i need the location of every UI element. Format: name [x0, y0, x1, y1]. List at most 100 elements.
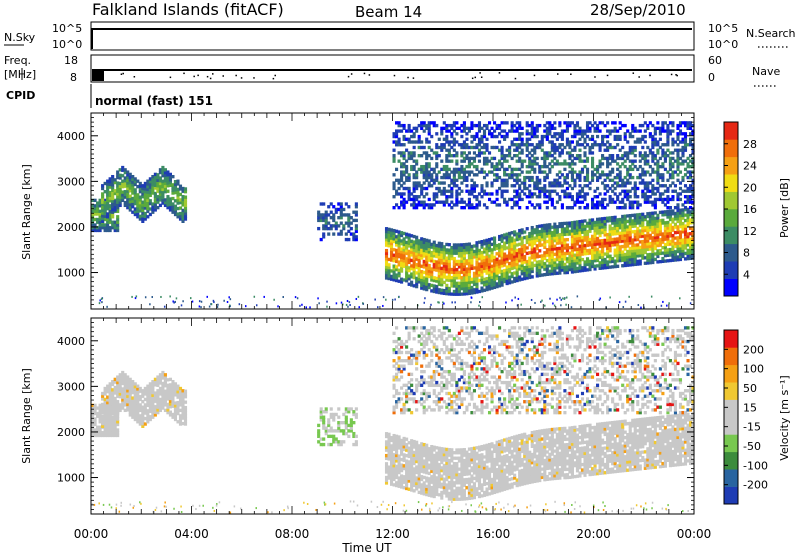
- power-cell: [352, 237, 356, 242]
- power-cell: [462, 156, 466, 161]
- power-cell: [653, 137, 657, 141]
- power-cell: [450, 270, 454, 274]
- power-cell: [445, 264, 449, 269]
- velocity-cell: [113, 433, 117, 438]
- power-cell: [528, 200, 532, 204]
- power-cell: [503, 277, 507, 281]
- power-cell: [550, 143, 554, 147]
- power-cell: [465, 189, 469, 193]
- power-cell: [641, 156, 645, 161]
- velocity-cell: [148, 409, 152, 413]
- power-cell: [392, 184, 396, 188]
- power-cell: [405, 279, 409, 283]
- power-cell: [171, 185, 175, 190]
- velocity-cell: [96, 431, 100, 435]
- power-cell: [636, 167, 640, 172]
- power-cell: [540, 170, 544, 174]
- power-cell: [548, 261, 552, 265]
- power-cell: [158, 170, 162, 175]
- power-cell: [498, 248, 502, 252]
- power-speckle: [374, 298, 376, 301]
- power-cell: [472, 195, 477, 199]
- power-cell: [661, 164, 665, 169]
- power-cell: [671, 140, 675, 144]
- velocity-cell: [93, 411, 97, 416]
- power-cell: [427, 263, 431, 268]
- power-cell: [455, 159, 459, 163]
- power-cell: [528, 175, 532, 180]
- power-cell: [588, 121, 592, 125]
- power-cell: [477, 200, 482, 204]
- power-cell: [498, 175, 502, 180]
- power-cell: [402, 261, 406, 266]
- power-cell: [465, 286, 469, 290]
- power-cell: [327, 221, 331, 225]
- power-cell: [111, 199, 115, 203]
- power-cell: [460, 265, 464, 269]
- power-cell: [653, 252, 657, 256]
- power-cell: [530, 121, 534, 125]
- power-cell: [673, 214, 678, 218]
- power-cell: [628, 233, 632, 237]
- power-cell: [500, 256, 504, 260]
- power-cell: [508, 151, 512, 155]
- power-cell: [440, 200, 444, 204]
- power-cell: [475, 265, 479, 270]
- power-speckle: [382, 296, 385, 299]
- power-cell: [402, 237, 406, 241]
- power-speckle: [160, 295, 162, 298]
- power-cell: [666, 140, 670, 144]
- power-cell: [636, 215, 640, 220]
- power-cell: [452, 259, 456, 264]
- power-cell: [626, 189, 630, 193]
- power-cell: [585, 205, 590, 210]
- power-cell: [648, 173, 652, 177]
- power-cell: [668, 156, 672, 161]
- power-cell: [686, 170, 690, 174]
- power-cell: [538, 178, 542, 182]
- power-cell: [460, 151, 464, 155]
- power-cell: [515, 235, 519, 239]
- power-cell: [462, 205, 466, 210]
- power-cell: [598, 222, 602, 227]
- velocity-cell: [113, 417, 117, 421]
- power-cell: [638, 123, 642, 128]
- power-cell: [580, 167, 585, 172]
- power-cell: [417, 252, 421, 257]
- power-cell: [545, 134, 549, 139]
- power-cell: [656, 221, 660, 226]
- power-cell: [608, 195, 612, 199]
- power-cell: [477, 129, 482, 133]
- power-speckle: [98, 302, 101, 305]
- power-cell: [656, 159, 660, 163]
- power-cell: [623, 214, 627, 218]
- power-cell: [420, 145, 424, 150]
- power-cell: [560, 221, 564, 226]
- power-cell: [339, 202, 343, 206]
- velocity-cell: [128, 402, 132, 406]
- velocity-cell: [121, 398, 125, 402]
- velocity-cell: [128, 388, 132, 392]
- power-cell: [518, 123, 522, 128]
- power-cell: [422, 243, 426, 247]
- velocity-cell: [106, 428, 110, 432]
- power-cell: [465, 143, 469, 147]
- power-cell: [470, 126, 474, 131]
- nave-label: Nave: [752, 65, 780, 78]
- power-cell: [477, 270, 482, 275]
- power-cell: [131, 202, 135, 206]
- power-cell: [678, 233, 683, 237]
- power-cell: [508, 231, 512, 236]
- power-cell: [510, 121, 514, 125]
- power-cell: [553, 189, 557, 193]
- power-cell: [678, 238, 683, 242]
- power-cell: [123, 170, 127, 175]
- power-cell: [596, 239, 600, 243]
- power-cell: [545, 250, 549, 255]
- power-cell: [565, 121, 569, 125]
- power-cell: [550, 231, 554, 235]
- power-cell: [623, 236, 627, 240]
- velocity-cell: [143, 386, 147, 391]
- power-cell: [573, 237, 577, 241]
- power-cell: [550, 148, 554, 152]
